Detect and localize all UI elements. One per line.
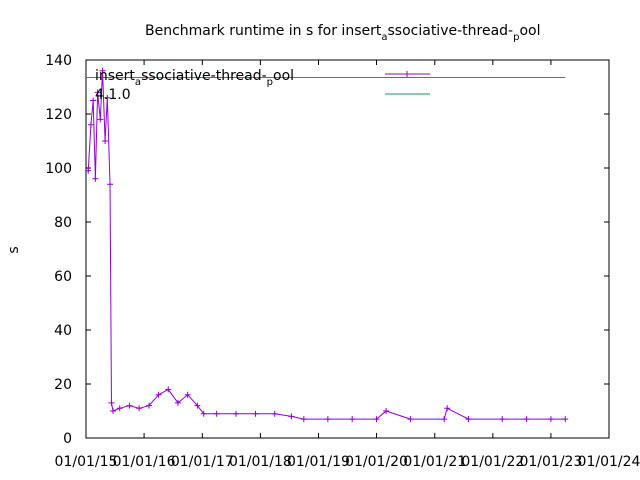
series-1-point (136, 405, 143, 412)
series-1-point (213, 410, 220, 417)
series-1-point (108, 399, 115, 406)
y-tick-label: 140 (45, 53, 72, 69)
series-1-point (444, 405, 451, 412)
x-tick-label: 01/01/24 (578, 454, 640, 470)
series-1-point (155, 391, 162, 398)
x-axis: 01/01/1501/01/1601/01/1701/01/1801/01/19… (55, 60, 640, 470)
series-1-point (383, 408, 390, 414)
x-tick-label: 01/01/23 (519, 454, 582, 470)
series-layer (85, 67, 569, 423)
y-tick-label: 20 (54, 377, 72, 393)
series-1-point (107, 181, 114, 188)
legend: insertassociative-thread-pool 4.1.0 (95, 68, 430, 103)
series-1-point (233, 410, 240, 417)
series-1-point (547, 416, 554, 423)
series-1-point (465, 416, 472, 423)
series-1-point (146, 402, 153, 409)
plot-border (85, 59, 610, 439)
y-tick-label: 60 (54, 269, 72, 285)
series-1-point (288, 413, 295, 420)
series-1-point (90, 97, 97, 104)
x-tick-label: 01/01/20 (345, 454, 408, 470)
series-1-point (200, 410, 207, 417)
series-1-point (99, 67, 106, 74)
series-1-point (407, 416, 414, 423)
legend-marker-series-1 (404, 71, 410, 77)
x-tick-label: 01/01/15 (55, 454, 118, 470)
series-1-point (97, 116, 104, 123)
y-tick-label: 80 (54, 215, 72, 231)
series-1-point (116, 405, 123, 412)
x-tick-label: 01/01/17 (171, 454, 234, 470)
y-tick-label: 0 (63, 431, 72, 447)
series-1-point (85, 167, 92, 174)
x-tick-label: 01/01/18 (229, 454, 292, 470)
series-1-point (562, 416, 569, 423)
series-1-point (252, 410, 259, 417)
series-1-point (92, 175, 99, 182)
series-1-point (87, 121, 94, 128)
series-1-point (165, 386, 172, 393)
series-1-point (174, 399, 181, 406)
y-tick-label: 40 (54, 323, 72, 339)
series-1-point (271, 410, 278, 417)
legend-label-series-2: 4.1.0 (95, 87, 131, 103)
x-tick-label: 01/01/22 (461, 454, 524, 470)
series-1-point (194, 402, 201, 409)
series-1-point (110, 408, 117, 414)
series-1-point (184, 391, 191, 398)
chart-title: Benchmark runtime in s for insertassocia… (145, 23, 540, 43)
series-1-point (499, 416, 506, 423)
series-1-point (441, 416, 448, 423)
series-1-point (324, 416, 331, 423)
y-axis: 0 20 40 60 80 100 120 140 (45, 53, 609, 447)
series-1-point (523, 416, 530, 423)
x-tick-label: 01/01/16 (113, 454, 176, 470)
y-axis-label: s (6, 246, 22, 253)
series-1-point (104, 94, 111, 101)
series-1-point (349, 416, 356, 423)
series-1-point (126, 402, 133, 409)
series-1-point (300, 416, 307, 423)
x-tick-label: 01/01/19 (287, 454, 350, 470)
legend-label-series-1: insertassociative-thread-pool (95, 68, 294, 88)
x-tick-label: 01/01/21 (403, 454, 466, 470)
series-1-point (102, 138, 109, 144)
series-1-point (373, 416, 380, 423)
series-1-line (87, 70, 566, 420)
y-tick-label: 120 (45, 107, 72, 123)
y-tick-label: 100 (45, 161, 72, 177)
series-1-point (94, 89, 101, 96)
